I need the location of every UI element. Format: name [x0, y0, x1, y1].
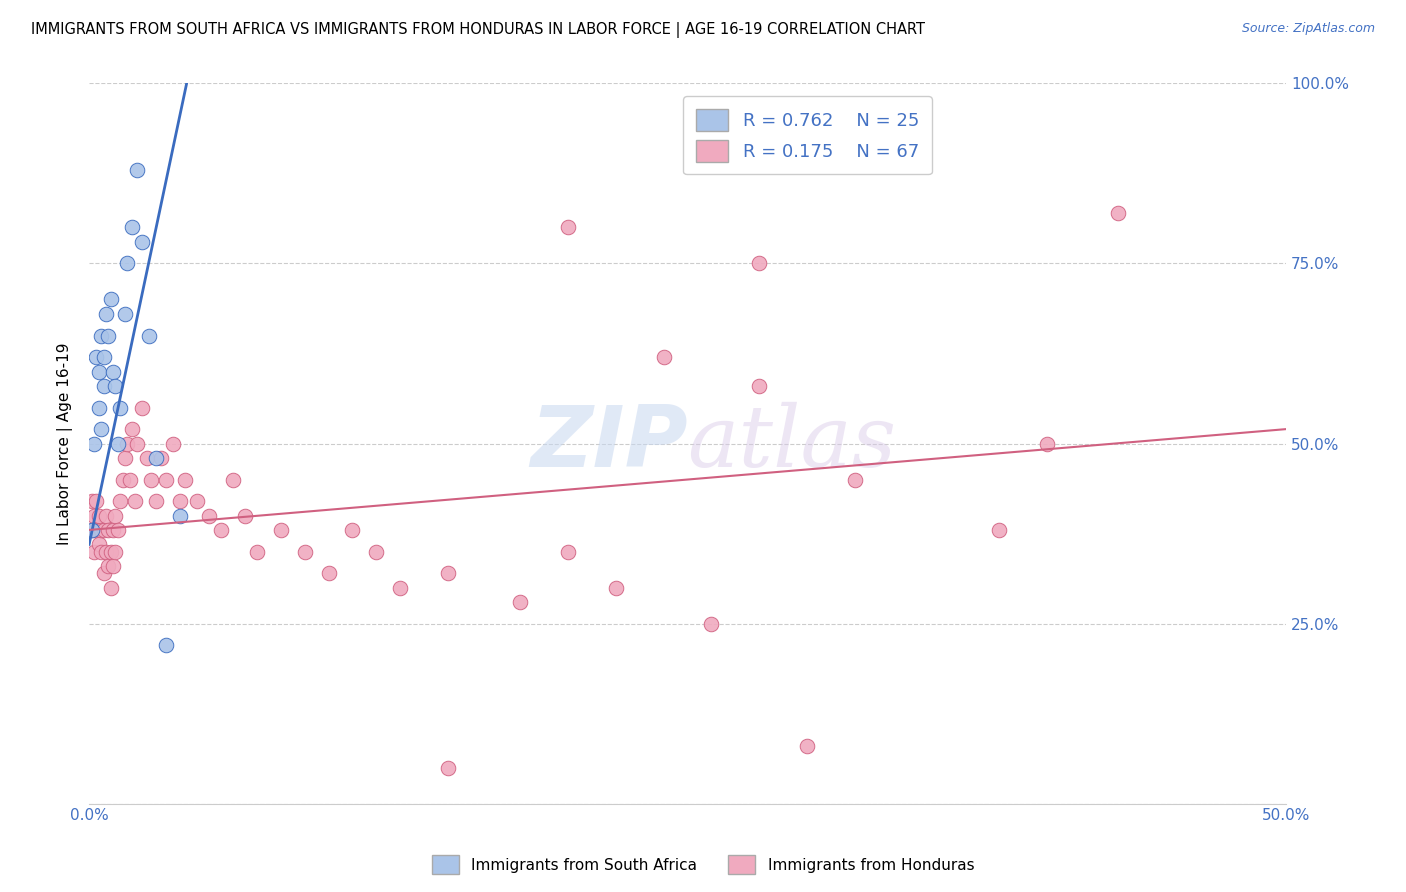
Point [145, 450, 167, 465]
Point [93, 379, 115, 393]
Point [509, 595, 531, 609]
Point [107, 523, 129, 537]
Point [222, 473, 245, 487]
Point [107, 436, 129, 450]
Point [80, 523, 103, 537]
Legend: Immigrants from South Africa, Immigrants from Honduras: Immigrants from South Africa, Immigrants… [426, 849, 980, 880]
Point [117, 436, 139, 450]
Point [86, 494, 108, 508]
Point [149, 450, 172, 465]
Point [437, 761, 460, 775]
Point [94, 508, 117, 523]
Point [80, 494, 103, 508]
Point [796, 739, 818, 753]
Point [145, 494, 167, 508]
Point [155, 473, 177, 487]
Point [652, 350, 675, 364]
Point [138, 328, 160, 343]
Point [117, 256, 139, 270]
Point [86, 350, 108, 364]
Point [557, 544, 579, 558]
Point [87, 537, 110, 551]
Point [104, 544, 127, 558]
Point [169, 494, 191, 508]
Point [233, 508, 256, 523]
Point [174, 473, 197, 487]
Point [97, 523, 120, 537]
Point [987, 523, 1010, 537]
Point [100, 293, 122, 307]
Point [169, 508, 191, 523]
Point [100, 544, 122, 558]
Y-axis label: In Labor Force | Age 16-19: In Labor Force | Age 16-19 [58, 343, 73, 545]
Point [155, 638, 177, 652]
Point [124, 494, 146, 508]
Point [80, 523, 103, 537]
Point [135, 450, 157, 465]
Point [110, 401, 132, 415]
Text: atlas: atlas [688, 402, 897, 485]
Point [90, 328, 112, 343]
Point [342, 523, 364, 537]
Point [125, 162, 148, 177]
Point [1107, 206, 1129, 220]
Point [605, 581, 627, 595]
Point [97, 328, 120, 343]
Point [114, 450, 136, 465]
Point [131, 401, 153, 415]
Legend: R = 0.762    N = 25, R = 0.175    N = 67: R = 0.762 N = 25, R = 0.175 N = 67 [683, 96, 932, 175]
Point [97, 558, 120, 573]
Point [700, 616, 723, 631]
Point [104, 508, 127, 523]
Point [86, 523, 108, 537]
Point [246, 544, 269, 558]
Point [748, 379, 770, 393]
Point [366, 544, 388, 558]
Point [83, 544, 105, 558]
Point [118, 473, 141, 487]
Point [101, 364, 124, 378]
Point [844, 473, 866, 487]
Point [94, 544, 117, 558]
Point [93, 566, 115, 581]
Text: IMMIGRANTS FROM SOUTH AFRICA VS IMMIGRANTS FROM HONDURAS IN LABOR FORCE | AGE 16: IMMIGRANTS FROM SOUTH AFRICA VS IMMIGRAN… [31, 22, 925, 38]
Point [90, 422, 112, 436]
Point [437, 566, 460, 581]
Point [100, 581, 122, 595]
Text: ZIP: ZIP [530, 402, 688, 485]
Point [111, 473, 134, 487]
Point [318, 566, 340, 581]
Point [104, 379, 127, 393]
Point [101, 523, 124, 537]
Point [83, 508, 105, 523]
Point [557, 220, 579, 235]
Point [101, 558, 124, 573]
Point [93, 350, 115, 364]
Point [114, 307, 136, 321]
Point [125, 436, 148, 450]
Text: Source: ZipAtlas.com: Source: ZipAtlas.com [1241, 22, 1375, 36]
Point [90, 523, 112, 537]
Point [141, 473, 163, 487]
Point [87, 508, 110, 523]
Point [87, 364, 110, 378]
Point [209, 523, 232, 537]
Point [198, 508, 221, 523]
Point [1035, 436, 1057, 450]
Point [294, 544, 316, 558]
Point [389, 581, 412, 595]
Point [162, 436, 184, 450]
Point [270, 523, 292, 537]
Point [94, 307, 117, 321]
Point [131, 235, 153, 249]
Point [121, 422, 143, 436]
Point [83, 436, 105, 450]
Point [87, 401, 110, 415]
Point [748, 256, 770, 270]
Point [90, 544, 112, 558]
Point [121, 220, 143, 235]
Point [110, 494, 132, 508]
Point [93, 523, 115, 537]
Point [186, 494, 208, 508]
